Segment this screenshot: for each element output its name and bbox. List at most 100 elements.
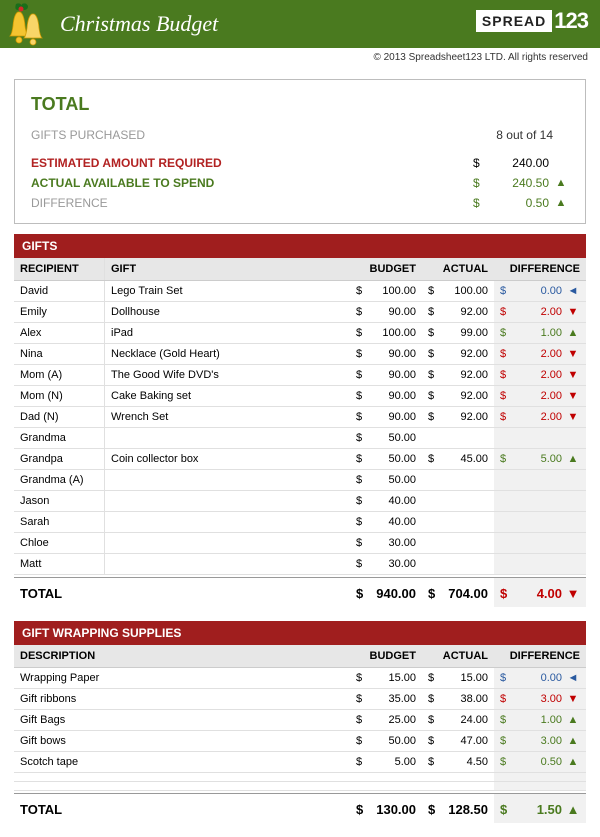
col-difference: DIFFERENCE (494, 258, 586, 280)
gifts-total-label: TOTAL (14, 578, 350, 607)
table-row: NinaNecklace (Gold Heart)$90.00$92.00$2.… (14, 344, 586, 365)
estimated-val: 240.00 (493, 156, 553, 170)
wrapping-total-diff: $1.50▲ (494, 794, 586, 823)
table-row (14, 773, 586, 782)
cell-recipient: Mom (N) (14, 386, 104, 407)
cell-recipient: Jason (14, 491, 104, 512)
col-difference: DIFFERENCE (494, 645, 586, 667)
cell-difference: $5.00▲ (494, 449, 586, 470)
cell-actual: $99.00 (422, 323, 494, 344)
cell-difference (494, 428, 586, 449)
difference-row: DIFFERENCE $ 0.50 ▲ (31, 193, 569, 213)
difference-ind: ▲ (553, 197, 569, 209)
col-budget: BUDGET (350, 645, 422, 667)
cell-budget: $100.00 (350, 323, 422, 344)
estimated-row: ESTIMATED AMOUNT REQUIRED $ 240.00 (31, 153, 569, 173)
cell-recipient: Grandma (A) (14, 470, 104, 491)
cell-recipient: David (14, 281, 104, 302)
cell-budget (350, 782, 422, 791)
cell-gift: Wrench Set (104, 407, 350, 428)
cell-difference: $2.00▼ (494, 344, 586, 365)
cell-recipient: Dad (N) (14, 407, 104, 428)
bells-icon (8, 0, 56, 48)
total-title: TOTAL (31, 94, 569, 115)
cell-budget: $30.00 (350, 554, 422, 575)
cell-gift: The Good Wife DVD's (104, 365, 350, 386)
cell-gift (104, 533, 350, 554)
table-row: Sarah $40.00 (14, 512, 586, 533)
cell-description: Gift Bags (14, 710, 214, 731)
actual-row: ACTUAL AVAILABLE TO SPEND $ 240.50 ▲ (31, 173, 569, 193)
cell-gift (104, 470, 350, 491)
cell-recipient: Alex (14, 323, 104, 344)
table-row: GrandpaCoin collector box$50.00$45.00$5.… (14, 449, 586, 470)
wrapping-title: GIFT WRAPPING SUPPLIES (14, 621, 586, 645)
wrapping-total-row: TOTAL $130.00 $128.50 $1.50▲ (14, 793, 586, 823)
table-row: Gift bows$50.00$47.00$3.00▲ (14, 731, 586, 752)
cell-difference (494, 782, 586, 791)
estimated-label: ESTIMATED AMOUNT REQUIRED (31, 156, 473, 170)
cell-description: Wrapping Paper (14, 668, 214, 689)
table-row: Grandma$50.00 (14, 428, 586, 449)
table-row (14, 782, 586, 791)
cell-budget: $40.00 (350, 512, 422, 533)
cell-budget: $50.00 (350, 428, 422, 449)
table-row: Matt$30.00 (14, 554, 586, 575)
cell-actual: $4.50 (422, 752, 494, 773)
cell-recipient: Grandpa (14, 449, 104, 470)
cell-description: Scotch tape (14, 752, 214, 773)
cell-budget: $100.00 (350, 281, 422, 302)
table-row: Wrapping Paper$15.00$15.00$0.00◄ (14, 668, 586, 689)
gifts-total-budget: $940.00 (350, 578, 422, 607)
cell-difference (494, 491, 586, 512)
purchased-value: 8 out of 14 (496, 128, 553, 142)
cell-gift (104, 491, 350, 512)
gifts-title: GIFTS (14, 234, 586, 258)
cell-actual: $92.00 (422, 365, 494, 386)
cell-actual (422, 533, 494, 554)
cell-budget: $25.00 (350, 710, 422, 731)
table-row: Grandma (A) $50.00 (14, 470, 586, 491)
cell-difference: $3.00▲ (494, 731, 586, 752)
cell-difference (494, 533, 586, 554)
cell-gift (104, 554, 350, 575)
cell-gift: Coin collector box (104, 449, 350, 470)
table-row: DavidLego Train Set$100.00$100.00$0.00◄ (14, 281, 586, 302)
cell-difference (494, 470, 586, 491)
cell-actual (422, 428, 494, 449)
cell-actual: $92.00 (422, 386, 494, 407)
col-actual: ACTUAL (422, 258, 494, 280)
cell-budget: $50.00 (350, 470, 422, 491)
cell-budget: $90.00 (350, 386, 422, 407)
cell-difference: $3.00▼ (494, 689, 586, 710)
cell-actual: $38.00 (422, 689, 494, 710)
header-bar: Christmas Budget SPREAD 123 (0, 0, 600, 48)
cell-difference: $0.00◄ (494, 668, 586, 689)
difference-val: 0.50 (493, 196, 553, 210)
cell-recipient: Mom (A) (14, 365, 104, 386)
cell-description (14, 782, 214, 791)
cell-budget: $30.00 (350, 533, 422, 554)
cell-budget: $40.00 (350, 491, 422, 512)
cell-description: Gift ribbons (14, 689, 214, 710)
col-actual: ACTUAL (422, 645, 494, 667)
table-row: Chloe $30.00 (14, 533, 586, 554)
cell-budget: $15.00 (350, 668, 422, 689)
col-description: DESCRIPTION (14, 645, 214, 667)
cell-actual: $47.00 (422, 731, 494, 752)
cell-gift (104, 512, 350, 533)
cell-difference: $0.00◄ (494, 281, 586, 302)
gifts-total-row: TOTAL $940.00 $704.00 $4.00▼ (14, 577, 586, 607)
cell-difference: $0.50▲ (494, 752, 586, 773)
cell-budget: $90.00 (350, 365, 422, 386)
cell-difference (494, 512, 586, 533)
difference-cur: $ (473, 196, 493, 210)
cell-recipient: Chloe (14, 533, 104, 554)
cell-gift (104, 428, 350, 449)
cell-difference (494, 773, 586, 782)
cell-actual (422, 470, 494, 491)
cell-budget: $90.00 (350, 407, 422, 428)
cell-gift: Necklace (Gold Heart) (104, 344, 350, 365)
cell-recipient: Sarah (14, 512, 104, 533)
wrapping-total-actual: $128.50 (422, 794, 494, 823)
